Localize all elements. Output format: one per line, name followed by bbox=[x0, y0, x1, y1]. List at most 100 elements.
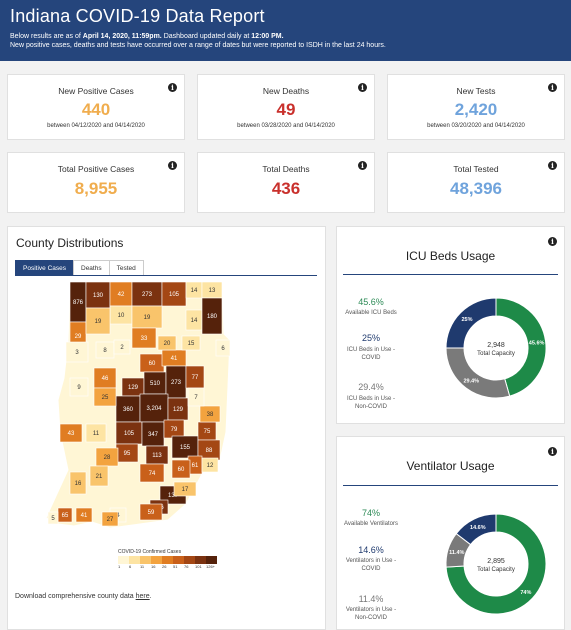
legend-tick: 76 bbox=[184, 564, 189, 569]
county-shape[interactable] bbox=[187, 387, 205, 407]
county-shape[interactable] bbox=[201, 457, 219, 473]
county-label: 3 bbox=[75, 350, 79, 356]
county-label: 25 bbox=[102, 395, 109, 401]
county-shape[interactable] bbox=[139, 463, 165, 483]
county-shape[interactable] bbox=[65, 341, 89, 363]
map-legend: COVID-19 Confirmed Cases 1 6 11 16 26 51 76 101… bbox=[118, 549, 217, 569]
county-shape[interactable] bbox=[69, 377, 89, 397]
county-shape[interactable] bbox=[171, 459, 191, 479]
info-icon[interactable]: i bbox=[358, 83, 367, 92]
county-label: 19 bbox=[95, 319, 102, 325]
download-period: . bbox=[149, 593, 152, 600]
county-label: 11 bbox=[93, 431, 100, 437]
county-label: 4 bbox=[116, 513, 120, 519]
county-shape[interactable] bbox=[69, 471, 87, 495]
county-label: 15 bbox=[188, 341, 195, 347]
donut-center-label: Total Capacity bbox=[477, 351, 515, 357]
county-label: 41 bbox=[81, 513, 88, 519]
legend-swatch bbox=[162, 556, 173, 564]
stat-value: 48,396 bbox=[450, 179, 502, 198]
county-shape[interactable] bbox=[131, 327, 157, 349]
legend-swatch bbox=[184, 556, 195, 564]
legend-swatch bbox=[118, 556, 129, 564]
county-shape[interactable] bbox=[139, 393, 169, 423]
donut-center-value: 2,895 bbox=[487, 558, 505, 565]
donut-slice[interactable] bbox=[455, 513, 497, 546]
county-label: 180 bbox=[207, 314, 218, 320]
tab-positive-cases[interactable]: Positive Cases bbox=[15, 260, 74, 276]
county-label: 10 bbox=[118, 313, 125, 319]
county-shape[interactable] bbox=[115, 395, 141, 423]
icu-available-label: Available ICU Beds bbox=[345, 310, 397, 316]
vent-noncovid-label: Ventilators in Use - Non-COVID bbox=[345, 607, 397, 621]
info-icon[interactable]: i bbox=[168, 161, 177, 170]
legend-tick: 26 bbox=[162, 564, 167, 569]
subtitle-prefix: Below results are as of bbox=[10, 33, 83, 40]
donut-slice-label: 11.4% bbox=[449, 550, 464, 556]
legend-tick: 126+ bbox=[206, 564, 216, 569]
county-shape[interactable] bbox=[181, 335, 201, 351]
county-shape[interactable] bbox=[85, 423, 107, 443]
county-label: 43 bbox=[68, 431, 75, 437]
stat-range: between 03/28/2020 and 04/14/2020 bbox=[237, 123, 335, 129]
legend-tick: 51 bbox=[173, 564, 178, 569]
info-icon[interactable]: i bbox=[168, 83, 177, 92]
info-icon[interactable]: i bbox=[548, 161, 557, 170]
icu-noncovid-pct: 29.4% bbox=[358, 382, 384, 392]
county-label: 21 bbox=[96, 474, 103, 480]
donut-slice[interactable] bbox=[445, 513, 547, 615]
donut-slice[interactable] bbox=[445, 297, 497, 349]
legend-tick: 11 bbox=[140, 564, 145, 569]
info-icon[interactable]: i bbox=[548, 83, 557, 92]
county-shape[interactable] bbox=[93, 387, 117, 407]
county-shape[interactable] bbox=[85, 307, 111, 335]
info-icon[interactable]: i bbox=[358, 161, 367, 170]
tab-deaths[interactable]: Deaths bbox=[73, 260, 110, 276]
vent-divider bbox=[343, 485, 558, 486]
county-shape[interactable] bbox=[75, 507, 93, 523]
county-label: 61 bbox=[192, 463, 199, 469]
county-label: 38 bbox=[207, 412, 214, 418]
donut-slice-label: 29.4% bbox=[463, 379, 479, 385]
county-shape[interactable] bbox=[59, 423, 83, 443]
icu-donut-chart: 45.6% 29.4% 25% 2,948 Total Capacity bbox=[445, 297, 547, 399]
county-label: 33 bbox=[141, 336, 148, 342]
stat-range: between 03/20/2020 and 04/14/2020 bbox=[427, 123, 525, 129]
county-shape[interactable] bbox=[157, 335, 177, 351]
header-subtitle: Below results are as of April 14, 2020, … bbox=[10, 32, 561, 50]
county-shape[interactable] bbox=[199, 405, 221, 423]
county-shape[interactable] bbox=[215, 339, 230, 357]
county-label: 347 bbox=[148, 432, 159, 438]
download-link[interactable]: here bbox=[135, 593, 150, 600]
tab-tested[interactable]: Tested bbox=[108, 260, 144, 276]
info-icon[interactable]: i bbox=[548, 237, 557, 246]
county-shape[interactable] bbox=[47, 511, 59, 525]
county-label: 137 bbox=[168, 493, 179, 499]
county-shape[interactable] bbox=[113, 339, 131, 355]
county-label: 60 bbox=[149, 361, 156, 367]
legend-tick: 6 bbox=[129, 564, 132, 569]
card-new-deaths: i New Deaths 49 between 03/28/2020 and 0… bbox=[197, 74, 375, 140]
county-label: 29 bbox=[75, 334, 82, 340]
tab-underline bbox=[15, 275, 317, 276]
info-icon[interactable]: i bbox=[548, 447, 557, 456]
donut-slice-label: 25% bbox=[462, 317, 473, 323]
county-label: 155 bbox=[180, 445, 191, 451]
county-label: 95 bbox=[124, 451, 131, 457]
county-shape[interactable] bbox=[173, 481, 197, 497]
county-label: 65 bbox=[62, 513, 69, 519]
donut-slice[interactable] bbox=[495, 297, 547, 397]
county-shape[interactable] bbox=[161, 282, 187, 307]
card-total-positive: i Total Positive Cases 8,955 bbox=[7, 152, 185, 213]
vent-available-pct: 74% bbox=[361, 508, 380, 518]
county-label: 129 bbox=[128, 385, 139, 391]
county-shape[interactable] bbox=[89, 465, 109, 487]
county-shape[interactable] bbox=[201, 297, 223, 335]
vent-noncovid-pct: 11.4% bbox=[358, 594, 384, 604]
county-shape[interactable] bbox=[101, 511, 119, 527]
legend-swatch bbox=[173, 556, 184, 564]
icu-covid-pct: 25% bbox=[361, 333, 380, 343]
county-shape[interactable] bbox=[139, 503, 163, 521]
county-label: 27 bbox=[107, 517, 114, 523]
as-of-date: April 14, 2020, 11:59pm. bbox=[82, 33, 162, 40]
